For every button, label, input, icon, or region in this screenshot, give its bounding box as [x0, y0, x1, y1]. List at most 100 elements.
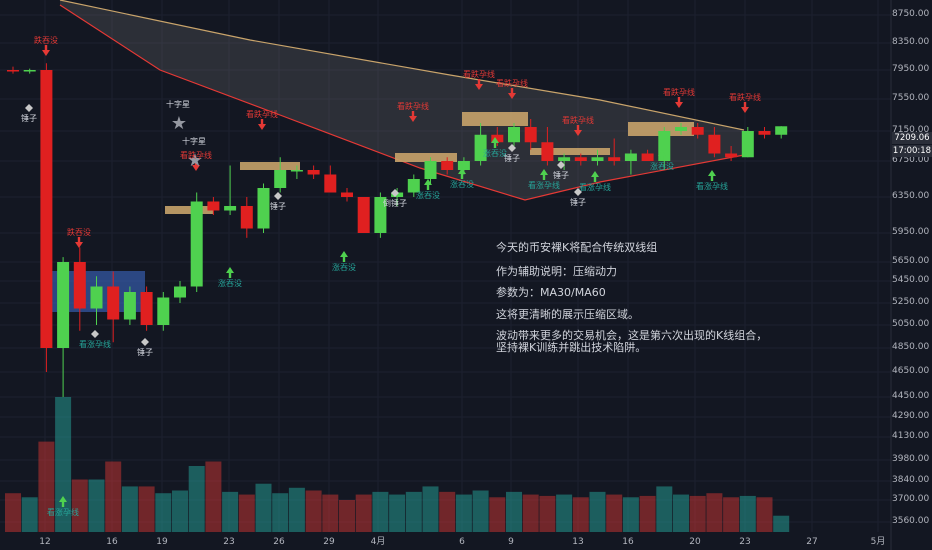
candle-body [374, 197, 387, 233]
candle [7, 66, 19, 74]
time-tick-label: 19 [156, 537, 168, 547]
price-tick-label: 7150.00 [892, 125, 930, 135]
arrow-stem [228, 273, 232, 278]
volume-bar [639, 495, 656, 532]
candle [558, 153, 571, 170]
arrow-stem [677, 97, 681, 102]
price-tick-label: 5250.00 [892, 297, 930, 307]
arrow-down-icon [508, 93, 516, 99]
arrow-stem [510, 88, 514, 93]
candle [357, 197, 370, 233]
price-tick-label: 7950.00 [892, 64, 930, 74]
volume-bar [673, 494, 689, 532]
candle-body [491, 134, 504, 143]
candle-body [240, 206, 253, 229]
candle-body [207, 201, 220, 211]
volume-bar [172, 490, 188, 532]
pattern-marker-label: 锤子 [504, 154, 520, 163]
arrow-down-icon [475, 84, 483, 90]
volume-bar [205, 461, 222, 532]
time-tick-label: 12 [39, 537, 51, 547]
current-time-label: 17:00:18 [892, 145, 932, 157]
time-tick-label: 26 [273, 537, 285, 547]
volume-bar [255, 483, 272, 532]
star-icon: ★ [171, 113, 187, 134]
candle [524, 119, 537, 150]
diamond-icon [557, 161, 565, 169]
candle [107, 271, 120, 343]
candle [641, 149, 654, 161]
candle-body [608, 157, 621, 161]
time-tick-label: 20 [689, 537, 701, 547]
pattern-marker-label: 看跌孕线 [729, 93, 761, 102]
volume-bar [5, 493, 21, 532]
candle-body [73, 262, 86, 309]
candle-body [157, 297, 170, 325]
pattern-marker-label: 看涨孕线 [579, 183, 611, 192]
price-tick-label: 3560.00 [892, 516, 930, 526]
arrow-stem [542, 175, 546, 180]
pattern-marker-label: 锤子 [553, 171, 569, 180]
arrow-down-icon [42, 50, 50, 56]
volume-bar [422, 486, 439, 532]
pattern-marker-label: 涨吞没 [218, 279, 242, 288]
candle [23, 68, 36, 74]
pattern-marker-label: 跌吞没 [34, 36, 58, 45]
volume-bar [439, 491, 456, 532]
price-tick-label: 5950.00 [892, 227, 930, 237]
candle [290, 165, 303, 179]
candle-body [758, 131, 771, 135]
candle [741, 127, 754, 158]
candle-body [624, 153, 637, 161]
candle-body [174, 286, 186, 298]
pattern-marker-label: 锤子 [570, 198, 586, 207]
candle-body [558, 157, 571, 161]
candle [775, 126, 788, 139]
candle-body [441, 161, 454, 170]
annotation-line-1: 今天的币安裸K将配合传统双线组 [496, 241, 658, 254]
candle-body [424, 161, 437, 179]
volume-bar [238, 494, 255, 532]
volume-bar [756, 497, 773, 532]
price-tick-label: 7550.00 [892, 93, 930, 103]
candle-body [324, 174, 337, 193]
candle [725, 146, 738, 161]
price-tick-label: 4850.00 [892, 342, 930, 352]
candle-body [541, 142, 554, 161]
candle [624, 149, 637, 175]
volume-bar [355, 494, 372, 532]
pattern-marker-label: 涨吞没 [483, 149, 507, 158]
arrow-stem [743, 102, 747, 107]
candle-body [574, 157, 587, 161]
diamond-icon [508, 144, 516, 152]
candle-body [274, 170, 287, 188]
candle [541, 127, 554, 166]
arrow-down-icon [409, 116, 417, 122]
price-tick-label: 4650.00 [892, 366, 930, 376]
candle-body [257, 188, 270, 229]
candle-body [775, 126, 788, 135]
time-tick-label: 5月 [870, 537, 886, 547]
time-tick-label: 23 [223, 537, 235, 547]
time-tick-label: 6 [459, 537, 465, 547]
candle [374, 192, 387, 238]
price-tick-label: 4450.00 [892, 391, 930, 401]
candle-body [140, 292, 153, 325]
pattern-marker-label: 涨吞没 [416, 191, 440, 200]
pattern-marker-label: 看跌孕线 [397, 102, 429, 111]
arrow-up-icon [340, 251, 348, 257]
candle [574, 153, 587, 166]
pattern-marker-label: 看跌孕线 [663, 88, 695, 97]
volume-bar [522, 494, 539, 532]
volume-bar [21, 497, 38, 532]
price-tick-label: 3980.00 [892, 454, 930, 464]
pattern-marker-label: 看跌孕线 [496, 79, 528, 88]
candle [240, 197, 253, 238]
price-tick-label: 3700.00 [892, 494, 930, 504]
volume-bar [572, 497, 589, 532]
time-tick-label: 23 [739, 537, 751, 547]
time-tick-label: 29 [323, 537, 335, 547]
volume-bar [339, 500, 355, 532]
candle-body [658, 131, 671, 161]
